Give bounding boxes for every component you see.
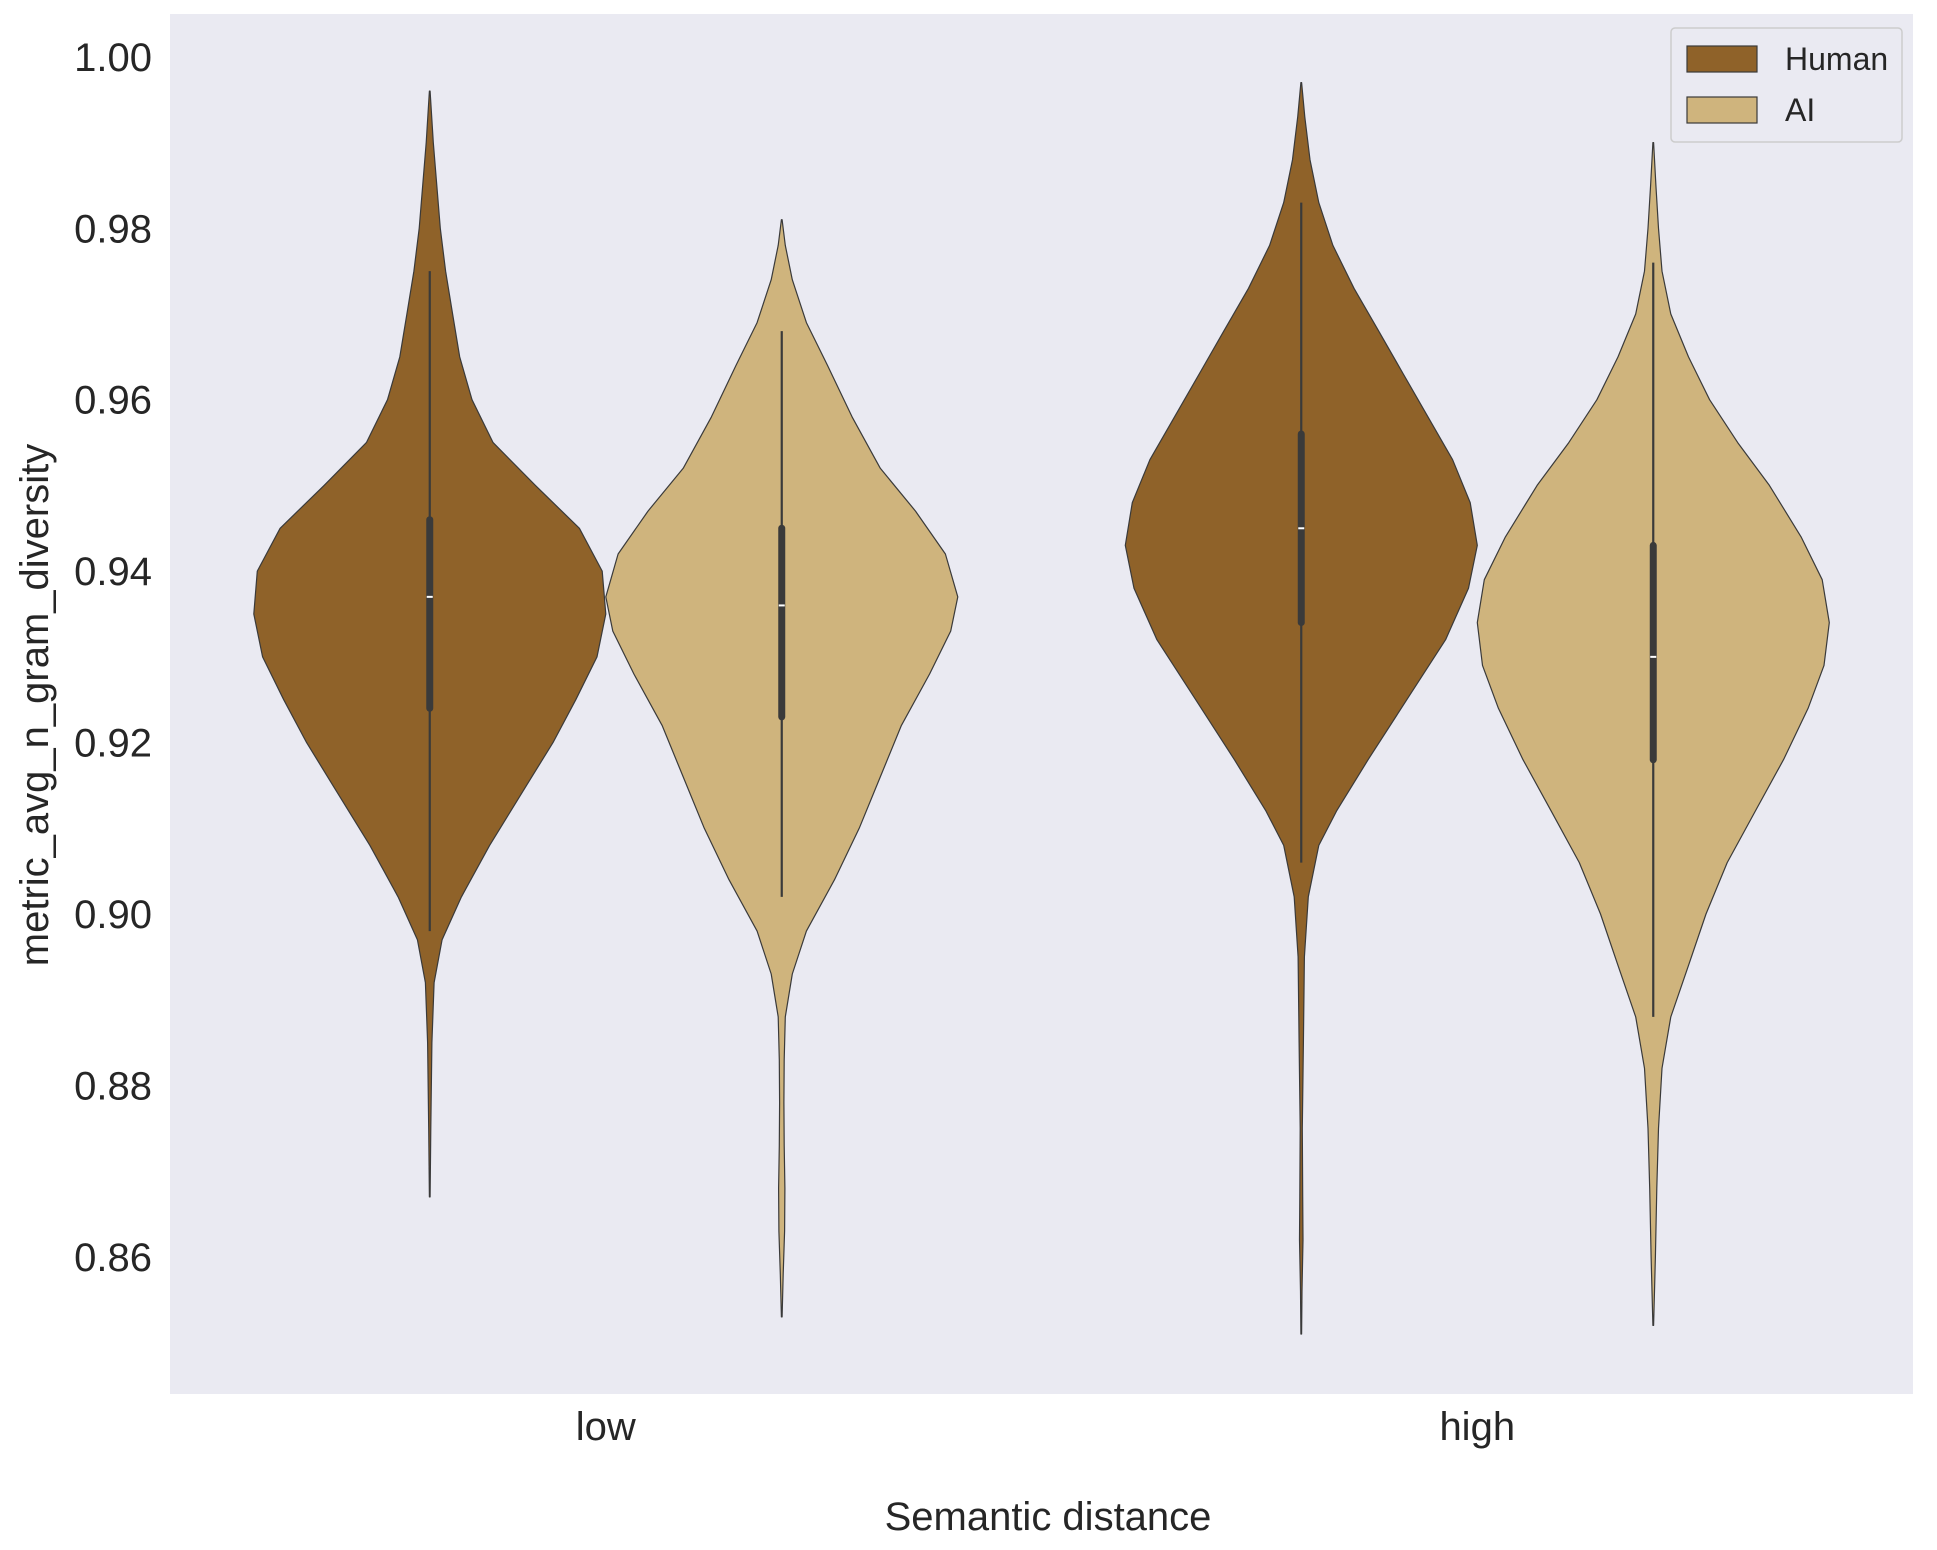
y-axis-label: metric_avg_n_gram_diversity [13,444,57,966]
y-tick-label: 0.98 [74,207,152,251]
y-tick-label: 0.86 [74,1236,152,1280]
y-tick-label: 0.90 [74,893,152,937]
legend-swatch-human [1686,45,1758,73]
legend-swatch-ai [1686,96,1758,124]
y-tick-label: 0.88 [74,1064,152,1108]
legend: Human AI [1670,27,1903,143]
legend-label-human: Human [1785,41,1888,77]
y-tick-label: 0.92 [74,722,152,766]
y-axis: 0.86 0.88 0.90 0.92 0.94 0.96 0.98 1.00 [74,36,152,1280]
x-tick-label: low [576,1405,636,1449]
y-tick-label: 0.96 [74,379,152,423]
legend-label-ai: AI [1785,92,1815,128]
x-tick-label: high [1439,1405,1515,1449]
y-tick-label: 0.94 [74,550,152,594]
x-axis-label: Semantic distance [885,1495,1212,1539]
y-tick-label: 1.00 [74,36,152,80]
violins [253,82,1830,1335]
x-axis: low high [576,1405,1515,1449]
